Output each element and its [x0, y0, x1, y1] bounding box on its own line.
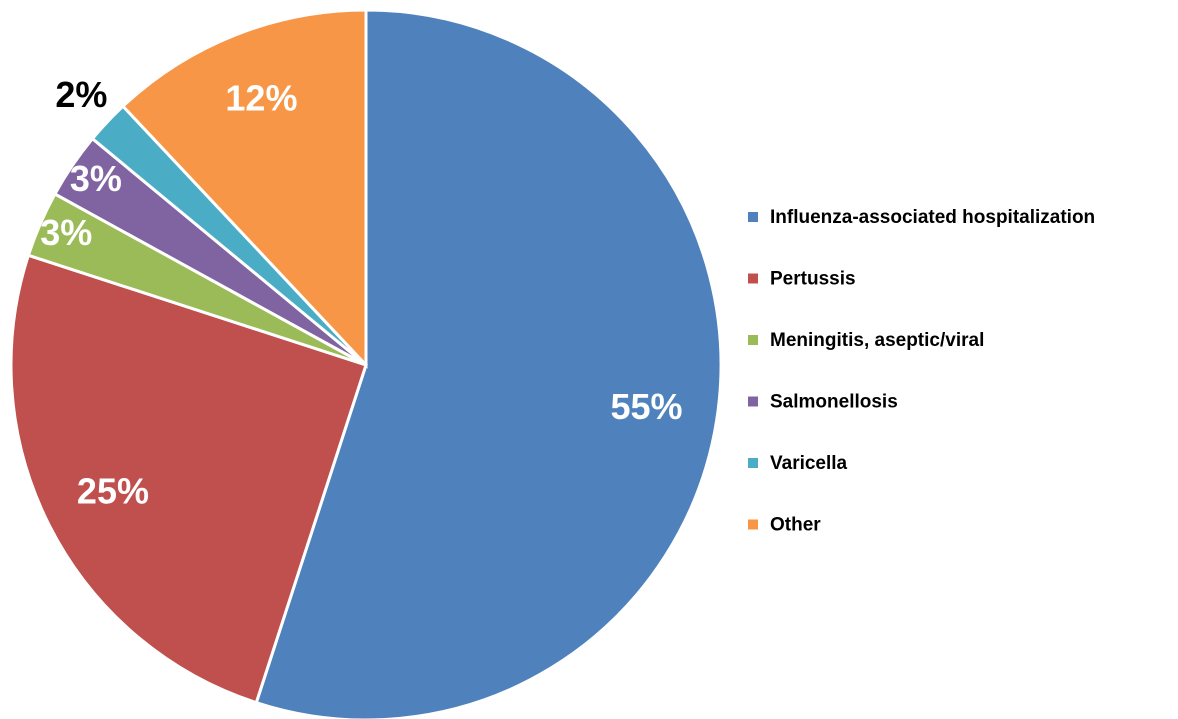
legend-label: Salmonellosis [770, 392, 898, 413]
legend-swatch [748, 519, 758, 530]
legend-swatch [748, 458, 758, 468]
legend-swatch [748, 396, 758, 407]
legend-swatch [748, 273, 758, 284]
legend-label: Influenza-associated hospitalization [770, 207, 1095, 228]
legend-swatch [748, 335, 758, 345]
legend-label: Meningitis, aseptic/viral [770, 330, 984, 351]
pie-slice [9, 253, 368, 705]
data-label: 55% [610, 386, 682, 427]
legend-label: Other [770, 515, 821, 536]
data-label: 12% [225, 77, 297, 118]
data-label: 3% [40, 212, 92, 253]
legend-swatch [748, 212, 758, 222]
data-label: 2% [55, 74, 107, 115]
pie-slice [254, 8, 723, 719]
data-label: 3% [70, 158, 122, 199]
pie-slice [120, 8, 368, 369]
legend-label: Varicella [770, 453, 848, 474]
data-label: 25% [77, 470, 149, 511]
legend-label: Pertussis [770, 269, 856, 290]
